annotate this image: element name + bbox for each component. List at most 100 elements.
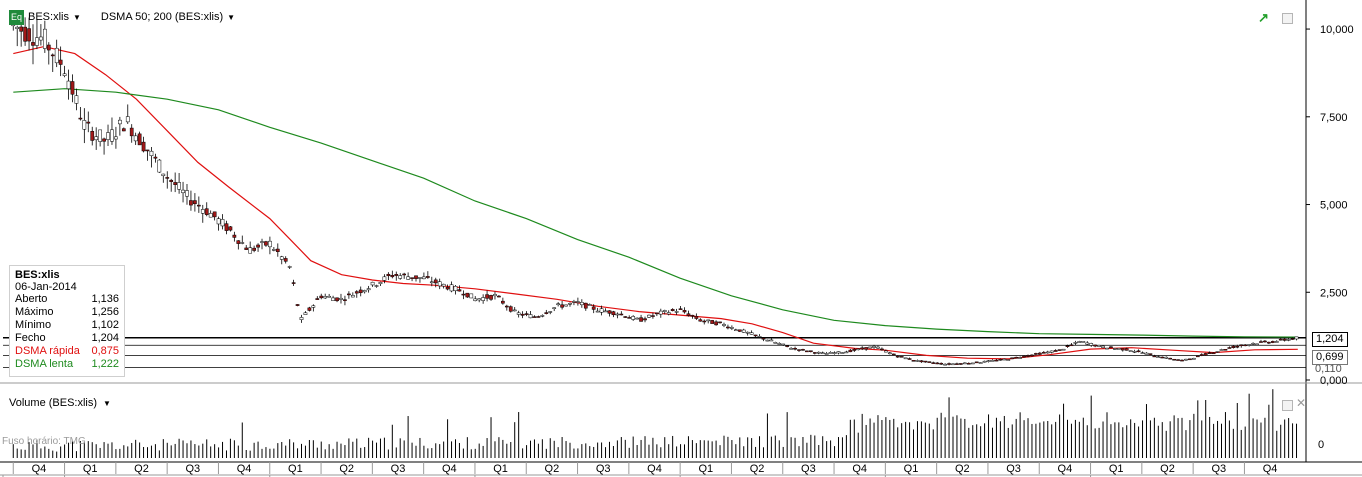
candle-body (1192, 358, 1196, 360)
ohlc-info-box: BES:xlis 06-Jan-2014 Aberto 1,136 Máximo 1… (9, 265, 125, 377)
candle-body (556, 303, 561, 306)
candle-body (347, 293, 351, 296)
candle-body (173, 182, 177, 185)
candle-body (643, 318, 647, 321)
candle-body (1085, 342, 1090, 345)
candle-body (801, 349, 805, 351)
candle-body (777, 343, 782, 345)
symbol-selector[interactable]: BES:xlis (28, 11, 69, 23)
candle-body (520, 313, 525, 316)
volume-label[interactable]: Volume (BES:xlis) (9, 397, 98, 409)
candle-body (200, 209, 205, 214)
candle-body (23, 26, 27, 42)
volume-close-icon[interactable]: ✕ (1296, 396, 1307, 410)
candle-body (560, 304, 564, 308)
candle-body (275, 248, 280, 252)
candle-body (998, 358, 1003, 361)
candle-body (1148, 353, 1153, 355)
candle-body (568, 303, 572, 305)
indicator-selector[interactable]: DSMA 50; 200 (BES:xlis) (100, 11, 224, 23)
volume-restore-icon[interactable] (1282, 400, 1293, 411)
quarter-label: Q3 (1211, 463, 1226, 475)
candle-body (690, 314, 695, 317)
candle-body (485, 294, 489, 299)
candle-body (145, 149, 150, 152)
candle-body (1247, 344, 1251, 346)
candle-body (366, 288, 371, 291)
candle-body (1053, 350, 1058, 352)
candle-body (832, 352, 837, 354)
candle-body (773, 342, 778, 344)
candle-body (331, 297, 335, 301)
quarter-label: Q4 (1263, 463, 1278, 475)
toolbar: Eq BES:xlis ▼ DSMA 50; 200 (BES:xlis) ▼ (9, 9, 235, 25)
candle-body (31, 42, 35, 46)
candle-body (303, 312, 308, 315)
candle-body (1034, 353, 1038, 355)
candle-body (15, 26, 20, 29)
candle-body (564, 304, 568, 307)
candle-body (524, 313, 529, 315)
candle-body (895, 355, 900, 358)
candle-body (279, 256, 284, 260)
candle-body (1168, 357, 1173, 360)
candle-body (212, 211, 217, 218)
candle-body (362, 290, 367, 293)
candle-body (1097, 344, 1101, 347)
candle-body (994, 359, 999, 362)
candle-body (260, 241, 264, 243)
symbol-dropdown-icon[interactable]: ▼ (72, 12, 81, 22)
candle-body (935, 362, 940, 365)
candle-body (1018, 357, 1022, 359)
candle-body (90, 131, 95, 141)
candle-body (836, 351, 841, 354)
candle-body (208, 213, 213, 218)
candle-body (102, 138, 106, 142)
info-label: Fecho (15, 332, 46, 344)
indicator-dropdown-icon[interactable]: ▼ (227, 12, 236, 22)
trend-arrow-icon[interactable]: ↗ (1258, 10, 1269, 25)
candle-body (1172, 358, 1176, 361)
candle-body (915, 360, 920, 362)
candle-body (611, 311, 616, 316)
candle-body (165, 177, 170, 179)
candle-body (982, 360, 987, 363)
candle-body (1069, 344, 1074, 347)
candle-body (133, 135, 138, 142)
candle-body (283, 258, 288, 262)
candle-body (481, 297, 485, 301)
candle-body (426, 276, 430, 278)
candle-body (220, 219, 225, 227)
candle-body (670, 309, 675, 312)
y-tick-label: 5,000 (1320, 200, 1348, 212)
candle-body (1282, 338, 1287, 341)
candle-body (1140, 352, 1145, 354)
candle-body (587, 304, 592, 306)
info-row-slow-ma: DSMA lenta 1,222 (15, 358, 119, 371)
candle-body (1207, 352, 1212, 355)
candle-body (311, 305, 316, 308)
info-value: 1,136 (91, 293, 119, 305)
candle-body (955, 363, 959, 365)
candle-body (852, 348, 857, 351)
candle-body (437, 281, 442, 287)
volume-dropdown-icon[interactable]: ▼ (103, 398, 111, 408)
candle-body (62, 73, 67, 76)
candle-body (631, 316, 636, 320)
y-tick-label: 0,000 (1320, 375, 1348, 387)
quarter-label: Q2 (955, 463, 970, 475)
candle-body (54, 47, 59, 64)
candle-body (627, 317, 632, 319)
candle-body (1235, 345, 1240, 348)
candle-body (718, 321, 722, 324)
info-value: 1,102 (91, 319, 119, 331)
candle-body (153, 156, 158, 159)
quarter-label: Q3 (185, 463, 200, 475)
restore-icon[interactable] (1282, 13, 1293, 24)
low-level-badge: 0,110 (1315, 363, 1342, 375)
candle-body (398, 275, 403, 279)
equity-icon[interactable]: Eq (9, 9, 24, 25)
candle-body (414, 275, 418, 279)
candle-body (726, 326, 730, 329)
